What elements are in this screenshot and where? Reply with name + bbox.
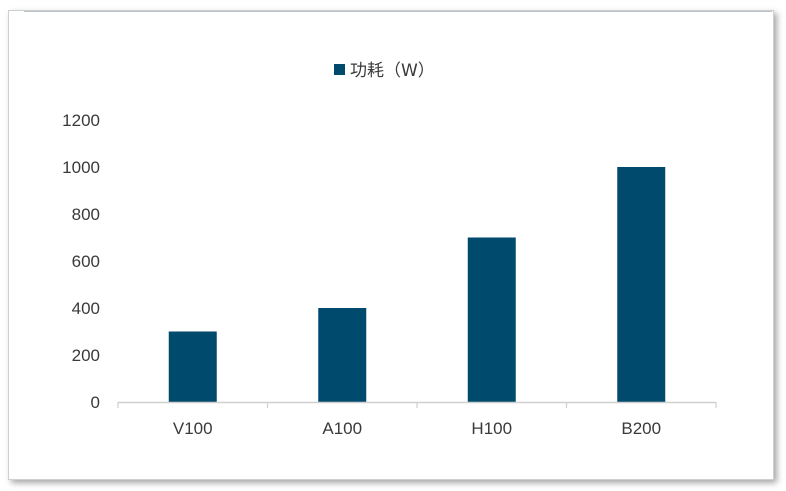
bars [168,167,666,402]
y-tick-label: 400 [72,299,100,318]
bar-h100 [467,237,516,402]
bar-a100 [318,308,367,402]
x-tick-label: V100 [173,419,213,438]
x-tick-label: H100 [471,419,512,438]
top-divider [24,11,772,12]
x-tick-label: A100 [322,419,362,438]
y-tick-label: 600 [72,252,100,271]
x-axis-tick-marks [117,402,717,408]
y-tick-label: 1200 [62,111,100,130]
x-axis-labels: V100 A100 H100 B200 [173,419,661,438]
legend-swatch [334,64,345,75]
y-tick-label: 1000 [62,158,100,177]
y-tick-label: 200 [72,346,100,365]
y-axis-ticks: 0 200 400 600 800 1000 1200 [62,111,100,412]
legend: 功耗（W） [334,61,435,81]
legend-label: 功耗（W） [350,61,435,81]
bar-b200 [617,167,666,402]
y-tick-label: 0 [91,393,100,412]
x-tick-label: B200 [621,419,661,438]
bar-v100 [168,331,217,402]
y-tick-label: 800 [72,205,100,224]
